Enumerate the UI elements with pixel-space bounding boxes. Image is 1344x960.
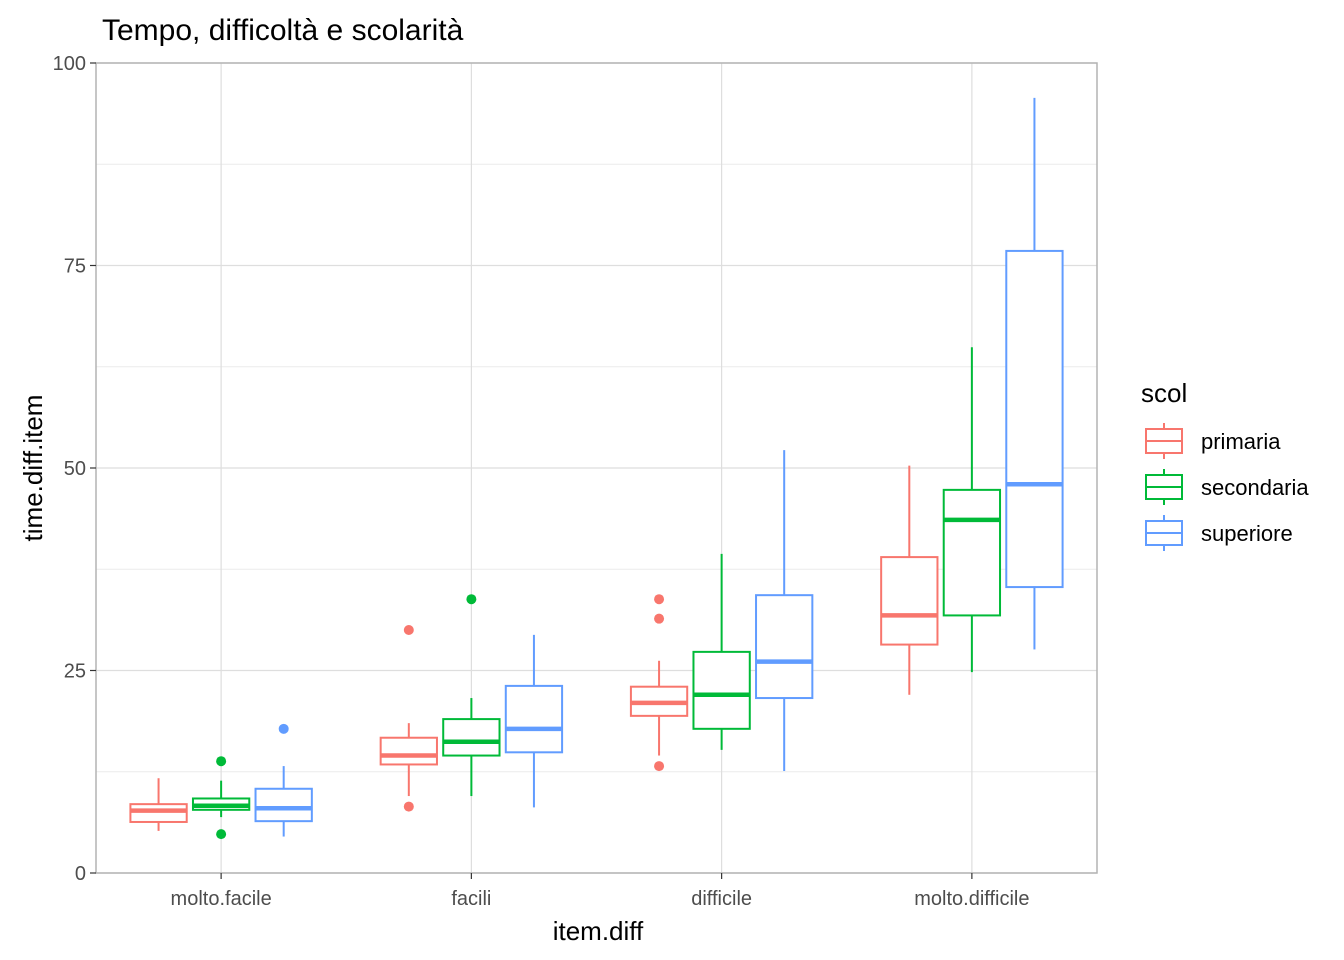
- y-axis: 0 25 50 75 100: [53, 53, 96, 885]
- x-tick-label: molto.facile: [171, 888, 272, 910]
- x-tick-label: difficile: [691, 888, 752, 910]
- outlier-point: [216, 829, 227, 840]
- legend-title: scol: [1141, 378, 1187, 408]
- box: [1005, 249, 1064, 589]
- legend-label: primaria: [1201, 429, 1281, 454]
- outlier-point: [654, 761, 665, 772]
- legend-label: superiore: [1201, 521, 1293, 546]
- boxplots: [129, 97, 1064, 840]
- boxplot-superiore-facili: [504, 634, 564, 808]
- y-tick-label: 0: [75, 863, 86, 885]
- legend-item-secondaria: secondaria: [1145, 469, 1309, 505]
- box: [504, 684, 564, 754]
- x-tick-label: facili: [451, 888, 491, 910]
- legend-item-primaria: primaria: [1145, 423, 1281, 459]
- x-axis: molto.facile facili difficile molto.diffici…: [171, 873, 1029, 910]
- boxplot-secondaria-facili: [442, 594, 501, 797]
- x-tick-label: molto.difficile: [914, 888, 1029, 910]
- box: [942, 488, 1002, 617]
- y-tick-label: 75: [64, 256, 86, 278]
- box: [129, 803, 188, 823]
- boxplot-superiore-molto.difficile: [1005, 97, 1064, 650]
- outlier-point: [216, 756, 227, 767]
- box: [755, 594, 814, 700]
- legend-label: secondaria: [1201, 475, 1309, 500]
- y-axis-title: time.diff.item: [18, 395, 48, 542]
- boxplot-primaria-facili: [379, 625, 438, 812]
- y-tick-label: 100: [53, 53, 86, 75]
- box: [880, 556, 939, 646]
- outlier-point: [403, 801, 414, 812]
- outlier-point: [654, 613, 665, 624]
- grid: [96, 62, 1097, 874]
- legend-item-superiore: superiore: [1145, 515, 1293, 551]
- box: [692, 650, 751, 730]
- boxplot-secondaria-difficile: [692, 553, 751, 750]
- boxplot-primaria-molto.facile: [129, 778, 188, 831]
- outlier-point: [403, 625, 414, 635]
- boxplot-superiore-molto.facile: [254, 723, 313, 837]
- box: [442, 718, 501, 757]
- box: [379, 736, 438, 766]
- outlier-point: [654, 594, 665, 605]
- boxplot-secondaria-molto.difficile: [942, 347, 1002, 673]
- boxplot-primaria-molto.difficile: [880, 465, 939, 695]
- outlier-point: [278, 723, 289, 734]
- outlier-point: [466, 594, 477, 605]
- x-axis-title: item.diff: [553, 916, 644, 946]
- y-tick-label: 50: [64, 458, 86, 480]
- box: [254, 787, 313, 823]
- chart-title: Tempo, difficoltà e scolarità: [102, 14, 464, 47]
- boxplot-superiore-difficile: [755, 450, 814, 771]
- boxplot-secondaria-molto.facile: [191, 756, 251, 840]
- boxplot-primaria-difficile: [629, 594, 689, 772]
- legend: scol primaria secondaria superiore: [1141, 378, 1309, 551]
- y-tick-label: 25: [64, 661, 86, 683]
